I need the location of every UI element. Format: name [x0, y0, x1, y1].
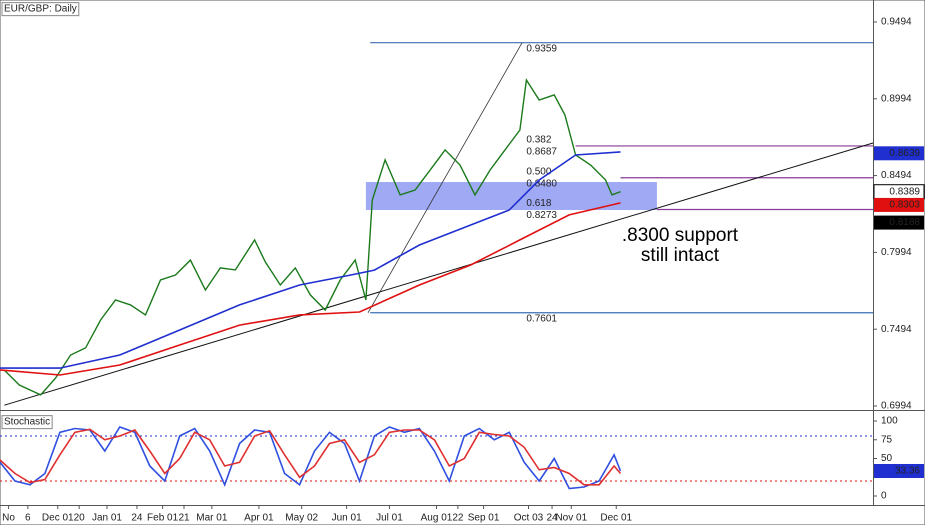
- x-tick-label: 20: [74, 513, 86, 524]
- y-tick-label: 0: [881, 491, 887, 502]
- panel-title-box: [1, 2, 80, 17]
- x-tick-label: Mar 01: [196, 513, 228, 524]
- x-tick-label: Sep 01: [468, 513, 500, 524]
- price-tag-label: 0.8389: [889, 186, 920, 197]
- price-tag: [874, 463, 924, 478]
- y-tick-label: 0.8494: [881, 170, 912, 181]
- x-tick-label: Dec 01: [42, 513, 74, 524]
- x-tick-label: May 02: [285, 513, 318, 524]
- price-tag: [874, 197, 924, 212]
- y-tick-label: 0.9494: [881, 17, 912, 28]
- x-tick-label: Oct 03: [514, 513, 544, 524]
- x-tick-label: 24: [131, 513, 143, 524]
- fib-swing-line: [367, 42, 523, 313]
- x-tick-label: Aug 01: [421, 513, 453, 524]
- series-line: [0, 428, 622, 486]
- x-tick-label: 24: [546, 513, 558, 524]
- series-line: [0, 202, 621, 376]
- y-tick-label: 0.7494: [881, 324, 912, 335]
- x-tick-label: Jun 01: [332, 513, 362, 524]
- x-tick-label: 21: [178, 513, 190, 524]
- x-tick-label: Jul 01: [376, 513, 403, 524]
- series-line: [3, 78, 621, 396]
- panel-title: Stochastic: [4, 417, 50, 428]
- y-tick-label: 0.8994: [881, 93, 912, 104]
- fib-price: 0.9359: [526, 43, 557, 54]
- x-tick-label: Nov 01: [555, 513, 587, 524]
- x-tick-label: Feb 01: [147, 513, 179, 524]
- y-tick-label: 75: [881, 434, 893, 445]
- panel-title: EUR/GBP: Daily: [4, 4, 77, 15]
- y-tick-label: 0.6994: [881, 401, 912, 412]
- fib-price: 0.8273: [526, 210, 557, 221]
- price-tag-label: 0.8188: [889, 217, 920, 228]
- fib-price: 0.8480: [526, 178, 557, 189]
- y-tick-label: 0.7994: [881, 247, 912, 258]
- annotation: .8300 support: [622, 225, 739, 246]
- series-line: [0, 151, 621, 369]
- fib-ratio: 0.382: [526, 135, 551, 146]
- fib-price: 0.8687: [526, 147, 557, 158]
- price-tag: [874, 215, 924, 230]
- price-tag-label: 33.36: [895, 466, 920, 477]
- x-tick-label: Dec 01: [600, 513, 632, 524]
- price-tag: [874, 146, 924, 161]
- y-tick-label: 50: [881, 453, 893, 464]
- annotation: still intact: [641, 245, 720, 266]
- x-tick-label: Jan 01: [92, 513, 122, 524]
- price-tag-label: 0.8639: [889, 148, 920, 159]
- x-tick-label: 6: [25, 513, 31, 524]
- price-tag-label: 0.8303: [889, 200, 920, 211]
- y-tick-label: 100: [881, 416, 898, 427]
- panel-title-box: [1, 415, 53, 430]
- series-line: [0, 426, 622, 490]
- support-zone: [365, 182, 657, 210]
- trendline: [4, 142, 874, 406]
- fib-price: 0.7601: [526, 313, 557, 324]
- fib-ratio: 0.618: [526, 198, 551, 209]
- x-tick-label: 22: [452, 513, 464, 524]
- fib-ratio: 0.500: [526, 166, 551, 177]
- x-tick-label: Apr 01: [244, 513, 274, 524]
- x-tick-label: No: [2, 513, 15, 524]
